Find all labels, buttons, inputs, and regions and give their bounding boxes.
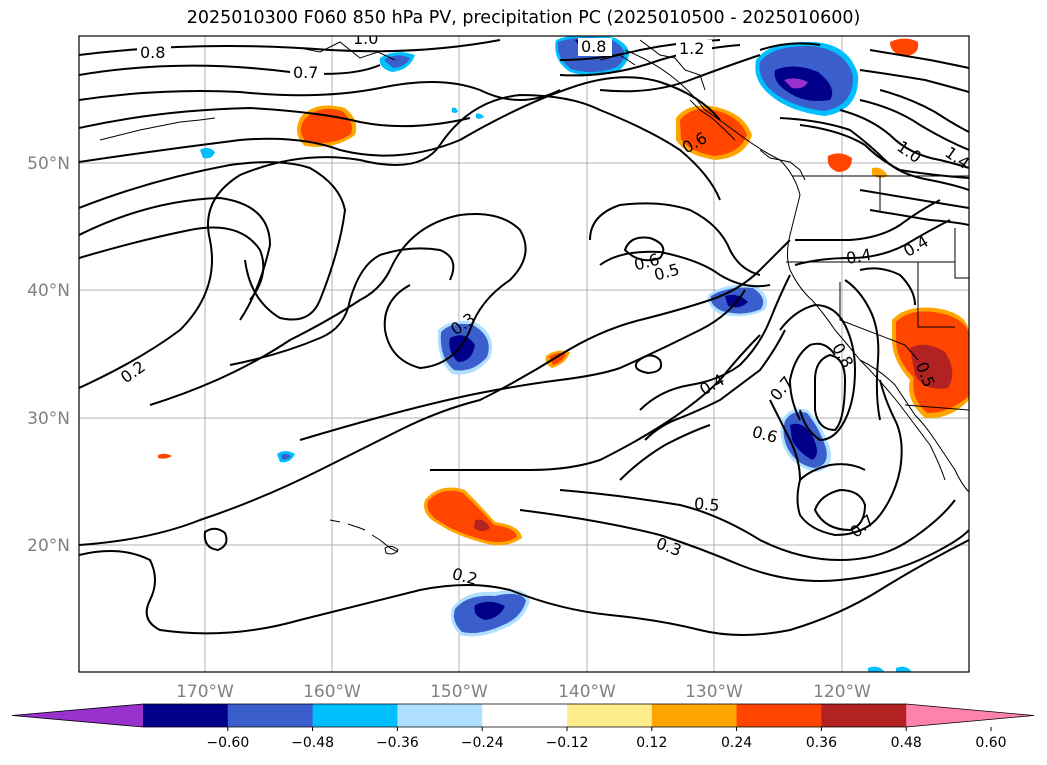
colorbar-segment — [143, 704, 229, 727]
lon-label: 170°W — [176, 682, 234, 702]
colorbar-segment — [736, 704, 822, 727]
longitude-labels: 170°W 160°W 150°W 140°W 130°W 120°W — [176, 682, 871, 702]
map-frame — [78, 35, 970, 673]
precip-negative-area — [780, 408, 831, 472]
colorbar-tick-label: −0.48 — [291, 735, 334, 751]
latitude-labels: 50°N 40°N 30°N 20°N — [27, 154, 70, 556]
lat-label: 20°N — [27, 536, 70, 556]
colorbar-tick-label: −0.12 — [546, 735, 589, 751]
svg-text:1.0: 1.0 — [353, 29, 378, 48]
lat-label: 40°N — [27, 281, 70, 301]
precip-negative-area — [200, 107, 912, 672]
colorbar-segment — [821, 704, 907, 727]
colorbar-segment — [651, 704, 738, 727]
colorbar-extend-high — [906, 704, 1034, 727]
svg-text:0.8: 0.8 — [140, 43, 165, 62]
colorbar-segment — [312, 704, 398, 727]
colorbar-outline — [11, 703, 1035, 728]
colorbar-segment — [397, 704, 483, 727]
precip-positive-area — [890, 38, 919, 56]
precip-positive-area — [158, 453, 172, 459]
colorbar-segment — [482, 704, 568, 727]
map-title: 2025010300 F060 850 hPa PV, precipitatio… — [186, 8, 861, 28]
precip-positive-area — [424, 487, 522, 546]
svg-text:0.7: 0.7 — [293, 63, 318, 82]
precip-positive-area — [892, 307, 969, 419]
precip-positive-area — [872, 167, 888, 178]
colorbar-tick-label: 0.60 — [975, 735, 1006, 751]
precip-positive-area — [827, 153, 852, 172]
lat-label: 30°N — [27, 409, 70, 429]
svg-text:0.4: 0.4 — [845, 245, 873, 268]
colorbar-tick-label: 0.36 — [806, 735, 837, 751]
svg-text:0.5: 0.5 — [693, 494, 720, 515]
lon-label: 150°W — [430, 682, 488, 702]
colorbar-tick-label: −0.60 — [206, 735, 249, 751]
map-area: 0.8 0.7 1.0 0.8 1.2 1.0 1.4 0.6 0.6 0.5 … — [79, 29, 969, 672]
lon-label: 130°W — [685, 682, 743, 702]
svg-text:1.2: 1.2 — [679, 39, 704, 58]
pv-contours — [79, 39, 969, 636]
precip-negative-area — [755, 41, 859, 116]
colorbar-tick-label: 0.48 — [891, 735, 922, 751]
colorbar-tick-label: −0.24 — [461, 735, 504, 751]
colorbar-extend-low — [12, 704, 143, 727]
precip-negative-area — [437, 321, 493, 375]
colorbar-tick-label: 0.24 — [721, 735, 752, 751]
precip-positive-area — [296, 105, 357, 147]
colorbar-segment — [567, 704, 653, 727]
colorbar-tick-label: 0.12 — [636, 735, 667, 751]
lon-label: 140°W — [558, 682, 616, 702]
colorbar: −0.60 −0.48 −0.36 −0.24 −0.12 0.12 0.24 0.36 0.4… — [11, 703, 1035, 751]
lon-label: 160°W — [303, 682, 361, 702]
precip-areas — [158, 36, 969, 672]
precip-positive-area — [545, 350, 570, 368]
colorbar-segment — [227, 704, 314, 727]
precip-negative-area — [451, 589, 530, 637]
precip-positive-area — [676, 105, 752, 160]
colorbar-tick-label: −0.36 — [376, 735, 419, 751]
lon-label: 120°W — [813, 682, 871, 702]
svg-text:0.8: 0.8 — [581, 37, 606, 56]
lat-label: 50°N — [27, 154, 70, 174]
